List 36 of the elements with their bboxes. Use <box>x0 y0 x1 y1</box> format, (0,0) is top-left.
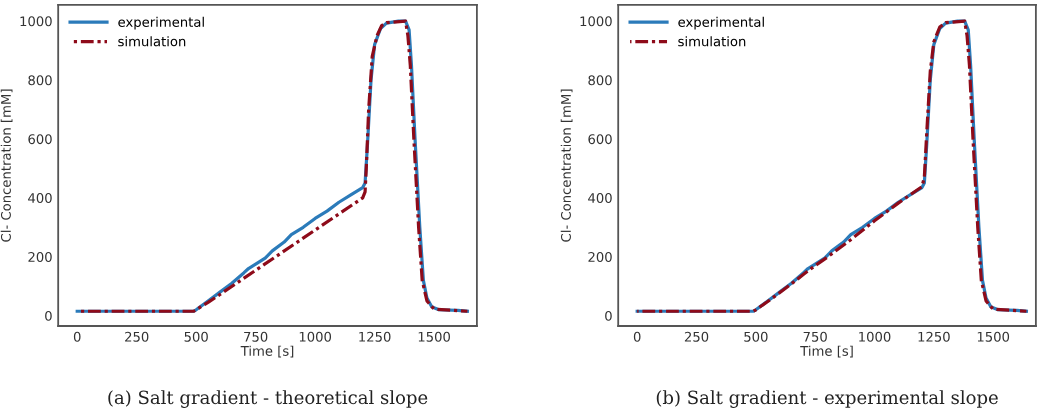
y-axis-title: Cl- Concentration [mM] <box>560 89 573 242</box>
y-tick-label: 800 <box>588 75 612 86</box>
y-tick-label: 800 <box>28 75 52 86</box>
x-tick-label: 0 <box>73 331 81 342</box>
x-tick-label: 1500 <box>418 331 450 342</box>
legend-label: experimental <box>678 16 764 30</box>
y-tick-label: 200 <box>588 251 612 262</box>
y-tick-label: 0 <box>605 310 612 321</box>
y-tick-label: 400 <box>28 193 52 204</box>
text: (a) Salt gradient - theoretical slope <box>108 390 428 408</box>
x-axis-title: Time [s] <box>800 345 853 358</box>
y-tick-label: 200 <box>28 251 52 262</box>
x-axis-title: Time [s] <box>240 345 294 358</box>
x-tick-label: 250 <box>684 331 709 342</box>
y-axis-title: Cl- Concentration [mM] <box>0 89 13 242</box>
x-tick-label: 1000 <box>299 331 332 342</box>
y-tick-label: 1000 <box>20 16 52 27</box>
legend-label: simulation <box>678 36 746 47</box>
x-tick-label: 500 <box>184 331 208 342</box>
x-tick-label: 750 <box>244 331 268 342</box>
legend-label: simulation <box>118 36 186 47</box>
x-tick-label: 1250 <box>918 331 950 342</box>
y-tick-label: 400 <box>588 193 612 204</box>
x-tick-label: 750 <box>803 331 827 342</box>
x-tick-label: 1000 <box>859 331 891 342</box>
x-tick-label: 250 <box>125 331 149 342</box>
y-tick-label: 600 <box>588 134 612 145</box>
y-tick-label: 1000 <box>580 16 612 27</box>
x-tick-label: 500 <box>744 331 768 342</box>
legend-label: experimental <box>118 16 204 30</box>
x-tick-label: 0 <box>633 331 641 342</box>
y-tick-label: 600 <box>28 134 52 145</box>
x-tick-label: 1500 <box>977 331 1010 342</box>
x-tick-label: 1250 <box>359 331 391 342</box>
text: (b) Salt gradient - experimental slope <box>656 390 998 408</box>
y-tick-label: 0 <box>45 310 52 321</box>
